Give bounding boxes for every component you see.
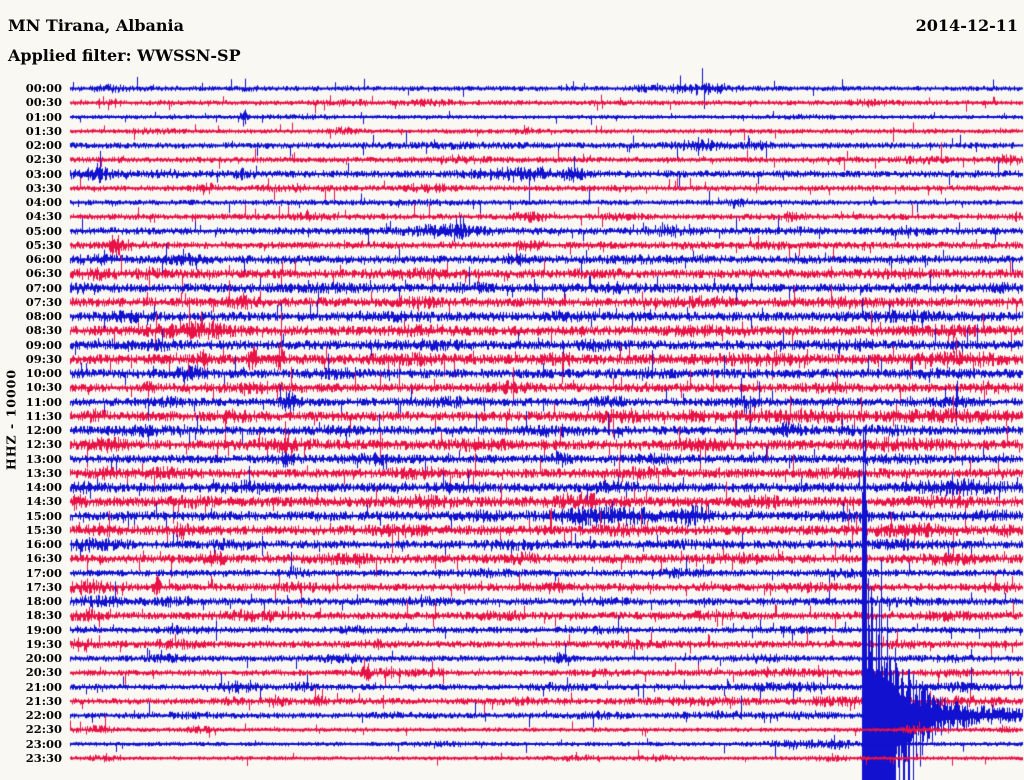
seismogram-canvas: [0, 0, 1024, 780]
helicorder-page: MN Tirana, Albania Applied filter: WWSSN…: [0, 0, 1024, 780]
